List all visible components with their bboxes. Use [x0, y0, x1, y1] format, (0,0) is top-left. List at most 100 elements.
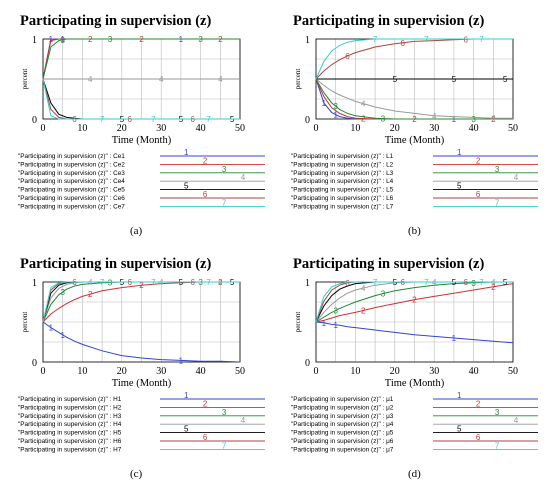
x-tick-label: 0: [41, 366, 46, 377]
legend-marker: 3: [495, 408, 500, 417]
x-tick-label: 50: [508, 366, 518, 377]
legend-entry-label: "Participating in supervision (z)" : L6: [291, 195, 394, 202]
series-line: [315, 321, 514, 344]
legend-marker: 3: [222, 165, 227, 174]
legend-marker: 1: [457, 148, 462, 157]
series-line: [315, 281, 513, 323]
x-axis-label: Time (Month): [385, 378, 445, 389]
legend-marker: 4: [241, 416, 246, 425]
legend-marker: 7: [222, 198, 227, 207]
legend-marker: 7: [495, 198, 500, 207]
series-marker: 7: [100, 115, 105, 124]
legend-entry-label: "Participating in supervision (z)" : H5: [18, 430, 122, 437]
legend-entry-label: "Participating in supervision (z)" : L3: [291, 170, 394, 177]
legend-entry-label: "Participating in supervision (z)" : μ3: [291, 413, 394, 420]
legend-entry-label: "Participating in supervision (z)" : L7: [291, 203, 394, 210]
caption-c: (c): [130, 468, 143, 480]
legend-entry-label: "Participating in supervision (z)" : μ4: [291, 421, 394, 428]
series-marker: 3: [60, 36, 65, 45]
legend-entry-label: "Participating in supervision (z)" : L2: [291, 161, 394, 168]
series-marker: 7: [206, 278, 211, 287]
legend-marker: 1: [457, 391, 462, 400]
series-line: [315, 281, 513, 323]
y-tick-label: 0: [32, 115, 37, 126]
x-tick-label: 10: [350, 123, 360, 134]
series-marker: 4: [218, 75, 223, 84]
legend-entry-label: "Participating in supervision (z)" : Ce7: [18, 203, 125, 210]
x-tick-label: 0: [314, 366, 319, 377]
x-tick-label: 50: [508, 123, 518, 134]
x-tick-label: 40: [196, 366, 206, 377]
legend-marker: 5: [184, 425, 189, 434]
series-marker: 4: [88, 75, 93, 84]
series-line: [42, 78, 240, 120]
series-marker: 2: [88, 290, 93, 299]
series-line: [315, 38, 513, 80]
legend-entry-label: "Participating in supervision (z)" : Ce5: [18, 187, 125, 194]
x-tick-label: 50: [235, 123, 245, 134]
series-marker: 1: [60, 331, 65, 340]
series-line: [315, 78, 513, 120]
series-marker: 3: [60, 288, 65, 297]
series-marker: 7: [424, 35, 429, 44]
chart-panel-a: Participating in supervision (z) 0 10 20 30 4…: [10, 5, 270, 225]
series-marker: 3: [333, 102, 338, 111]
y-axis-label: percent: [294, 312, 302, 333]
series-marker: 6: [400, 39, 405, 48]
legend-marker: 4: [514, 416, 519, 425]
legend-marker: 1: [184, 391, 189, 400]
series-marker: 3: [471, 279, 476, 288]
series-marker: 2: [139, 281, 144, 290]
legend-entry-label: "Participating in supervision (z)" : H3: [18, 413, 122, 420]
x-tick-label: 40: [469, 366, 479, 377]
legend-entry-label: "Participating in supervision (z)" : H4: [18, 421, 122, 428]
series-marker: 3: [108, 278, 113, 287]
series-marker: 1: [49, 324, 54, 333]
legend-marker: 3: [222, 408, 227, 417]
series-marker: 4: [361, 100, 366, 109]
chart-title: Participating in supervision (z): [293, 13, 484, 29]
series-line: [42, 321, 241, 363]
legend-marker: 6: [203, 190, 208, 199]
x-tick-label: 0: [314, 123, 319, 134]
legend-entry-label: "Participating in supervision (z)" : H2: [18, 404, 122, 411]
x-axis-label: Time (Month): [385, 135, 445, 146]
grid: [42, 281, 241, 363]
x-tick-label: 10: [77, 366, 87, 377]
series-marker: 7: [373, 35, 378, 44]
chart-svg: Participating in supervision (z)0 10 20 30 4…: [18, 13, 265, 210]
legend-entry-label: "Participating in supervision (z)" : Ce2: [18, 161, 125, 168]
x-tick-label: 30: [429, 123, 439, 134]
legend-marker: 4: [514, 173, 519, 182]
y-tick-label: 1: [32, 278, 37, 289]
series-marker: 4: [159, 75, 164, 84]
legend-marker: 5: [457, 425, 462, 434]
x-tick-label: 30: [429, 366, 439, 377]
y-tick-label: 0: [305, 115, 310, 126]
series-line: [42, 281, 240, 323]
x-tick-label: 30: [156, 123, 166, 134]
legend-marker: 7: [222, 441, 227, 450]
caption-b: (b): [408, 225, 421, 237]
x-tick-label: 30: [156, 366, 166, 377]
legend-marker: 7: [495, 441, 500, 450]
series-marker: 7: [206, 115, 211, 124]
legend-entry-label: "Participating in supervision (z)" : Ce4: [18, 178, 125, 185]
chart-panel-c: Participating in supervision (z) 0 10 20 30 4…: [10, 248, 270, 468]
caption-d: (d): [408, 468, 421, 480]
y-axis-label: percent: [294, 69, 302, 90]
legend-entry-label: "Participating in supervision (z)" : Ce3: [18, 170, 125, 177]
series-marker: 4: [432, 112, 437, 121]
series-marker: 6: [463, 35, 468, 44]
legend-marker: 2: [203, 156, 208, 165]
series-line: [42, 38, 240, 80]
series-marker: 2: [361, 115, 366, 124]
x-tick-label: 50: [235, 366, 245, 377]
series-marker: 7: [151, 115, 156, 124]
legend-entry-label: "Participating in supervision (z)" : μ2: [291, 404, 394, 411]
chart-panel-b: Participating in supervision (z) 0 10 20 30 4…: [283, 5, 543, 225]
legend-marker: 2: [476, 156, 481, 165]
series-marker: 5: [452, 75, 457, 84]
chart-title: Participating in supervision (z): [293, 256, 484, 272]
series-line: [315, 283, 514, 323]
